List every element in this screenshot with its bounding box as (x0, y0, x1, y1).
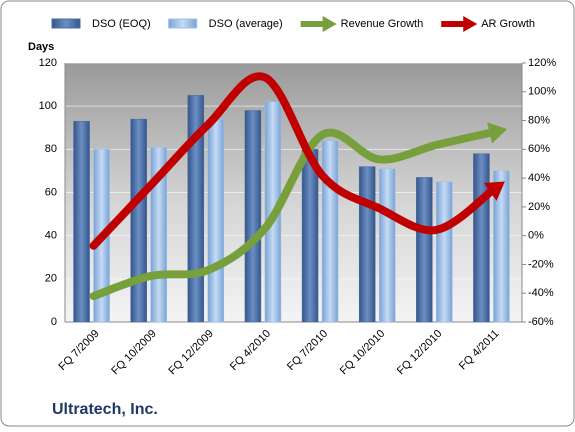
arrow-head (483, 181, 505, 201)
y-tick-label: 0 (51, 316, 57, 328)
y2-tick-label: 20% (528, 201, 550, 213)
legend-label: AR Growth (481, 18, 535, 30)
line (89, 72, 498, 250)
legend-swatch (322, 16, 337, 32)
y2-tick-label: 100% (528, 86, 556, 98)
y-axis-label: Days (28, 41, 54, 53)
y-tick-label: 120 (39, 57, 57, 69)
y2-tick-label: -20% (528, 258, 554, 270)
line (89, 128, 498, 301)
y2-tick-label: 60% (528, 143, 550, 155)
bar (358, 166, 376, 323)
y-tick-label: 100 (39, 100, 57, 112)
legend-label: DSO (average) (209, 18, 283, 30)
y-tick-label: 80 (45, 143, 57, 155)
bar (416, 177, 433, 323)
arrow-head (487, 122, 508, 144)
bar (244, 110, 262, 323)
bar (436, 181, 453, 323)
legend-label: DSO (EOQ) (92, 18, 151, 30)
bar (207, 118, 225, 323)
bar (73, 121, 90, 323)
bar (378, 168, 396, 323)
y2-tick-label: 120% (528, 57, 556, 69)
y2-tick-label: -40% (528, 287, 554, 299)
legend-swatch (463, 16, 478, 32)
legend-swatch (168, 18, 198, 29)
y-tick-label: 20 (45, 273, 57, 285)
y2-tick-label: 0% (528, 230, 544, 242)
bar (473, 153, 490, 323)
y2-tick-label: 80% (528, 114, 550, 126)
bar (493, 170, 510, 323)
bar (301, 149, 319, 323)
y2-tick-label: -60% (528, 316, 554, 328)
bar (321, 140, 339, 323)
y-tick-label: 40 (45, 230, 57, 242)
bar (187, 95, 205, 323)
legend-swatch (51, 18, 81, 29)
legend-label: Revenue Growth (341, 18, 424, 30)
bar (130, 118, 147, 323)
y2-tick-label: 40% (528, 172, 550, 184)
y-tick-label: 60 (45, 186, 57, 198)
chart-title: Ultratech, Inc. (52, 401, 158, 418)
